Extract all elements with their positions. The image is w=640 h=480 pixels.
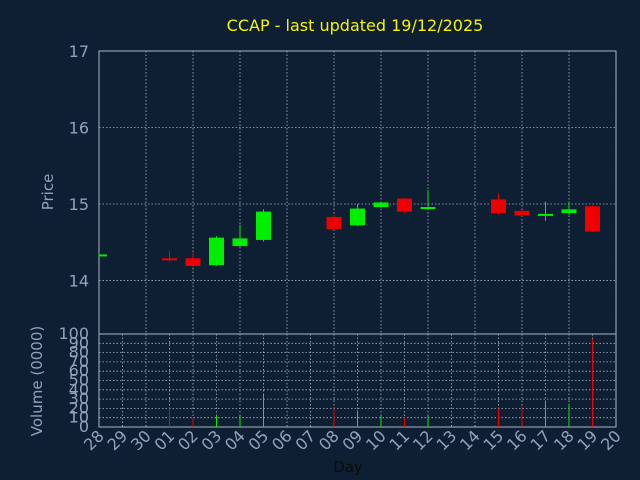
price-tick-label: 17 (69, 42, 89, 61)
candle-body (162, 258, 177, 261)
candle-body (185, 258, 201, 266)
price-tick-label: 14 (69, 271, 89, 290)
x-axis: 2829300102030405060708091011121314151617… (80, 426, 625, 454)
candle-body (420, 207, 436, 210)
volume-axis-label: Volume (0000) (28, 326, 46, 436)
x-tick-label: 20 (597, 426, 625, 454)
candle-body (538, 213, 553, 216)
volume-tick-label: 90 (69, 333, 89, 352)
candle-body (209, 237, 224, 266)
volume-tick-label: 40 (69, 380, 89, 399)
volume-tick-label: 100 (58, 324, 89, 343)
candle-body (256, 211, 271, 240)
volume-tick-label: 50 (69, 371, 89, 390)
candle-body (350, 208, 365, 226)
price-panel: 14 15 16 17 (69, 42, 617, 335)
volume-tick-label: 30 (69, 389, 89, 408)
y-axis-label: Price (39, 174, 57, 211)
chart-title: CCAP - last updated 19/12/2025 (227, 16, 484, 35)
candle-body (514, 210, 530, 216)
candle-body (397, 198, 412, 212)
candle-body (585, 206, 600, 232)
volume-tick-label: 0 (79, 417, 89, 436)
volume-tick-label: 80 (69, 343, 89, 362)
candle-body (232, 238, 248, 247)
candle-body (561, 209, 577, 214)
price-tick-label: 16 (69, 118, 89, 137)
candle-body (99, 254, 107, 257)
volume-tick-label: 70 (69, 352, 89, 371)
candle-body (373, 202, 389, 208)
price-tick-label: 15 (69, 195, 89, 214)
candle-body (326, 216, 342, 230)
volume-tick-label: 10 (69, 408, 89, 427)
candle-body (491, 199, 506, 214)
volume-tick-label: 60 (69, 361, 89, 380)
price-plot-area (98, 50, 617, 335)
volume-tick-label: 20 (69, 398, 89, 417)
x-axis-label: Day (333, 458, 363, 476)
